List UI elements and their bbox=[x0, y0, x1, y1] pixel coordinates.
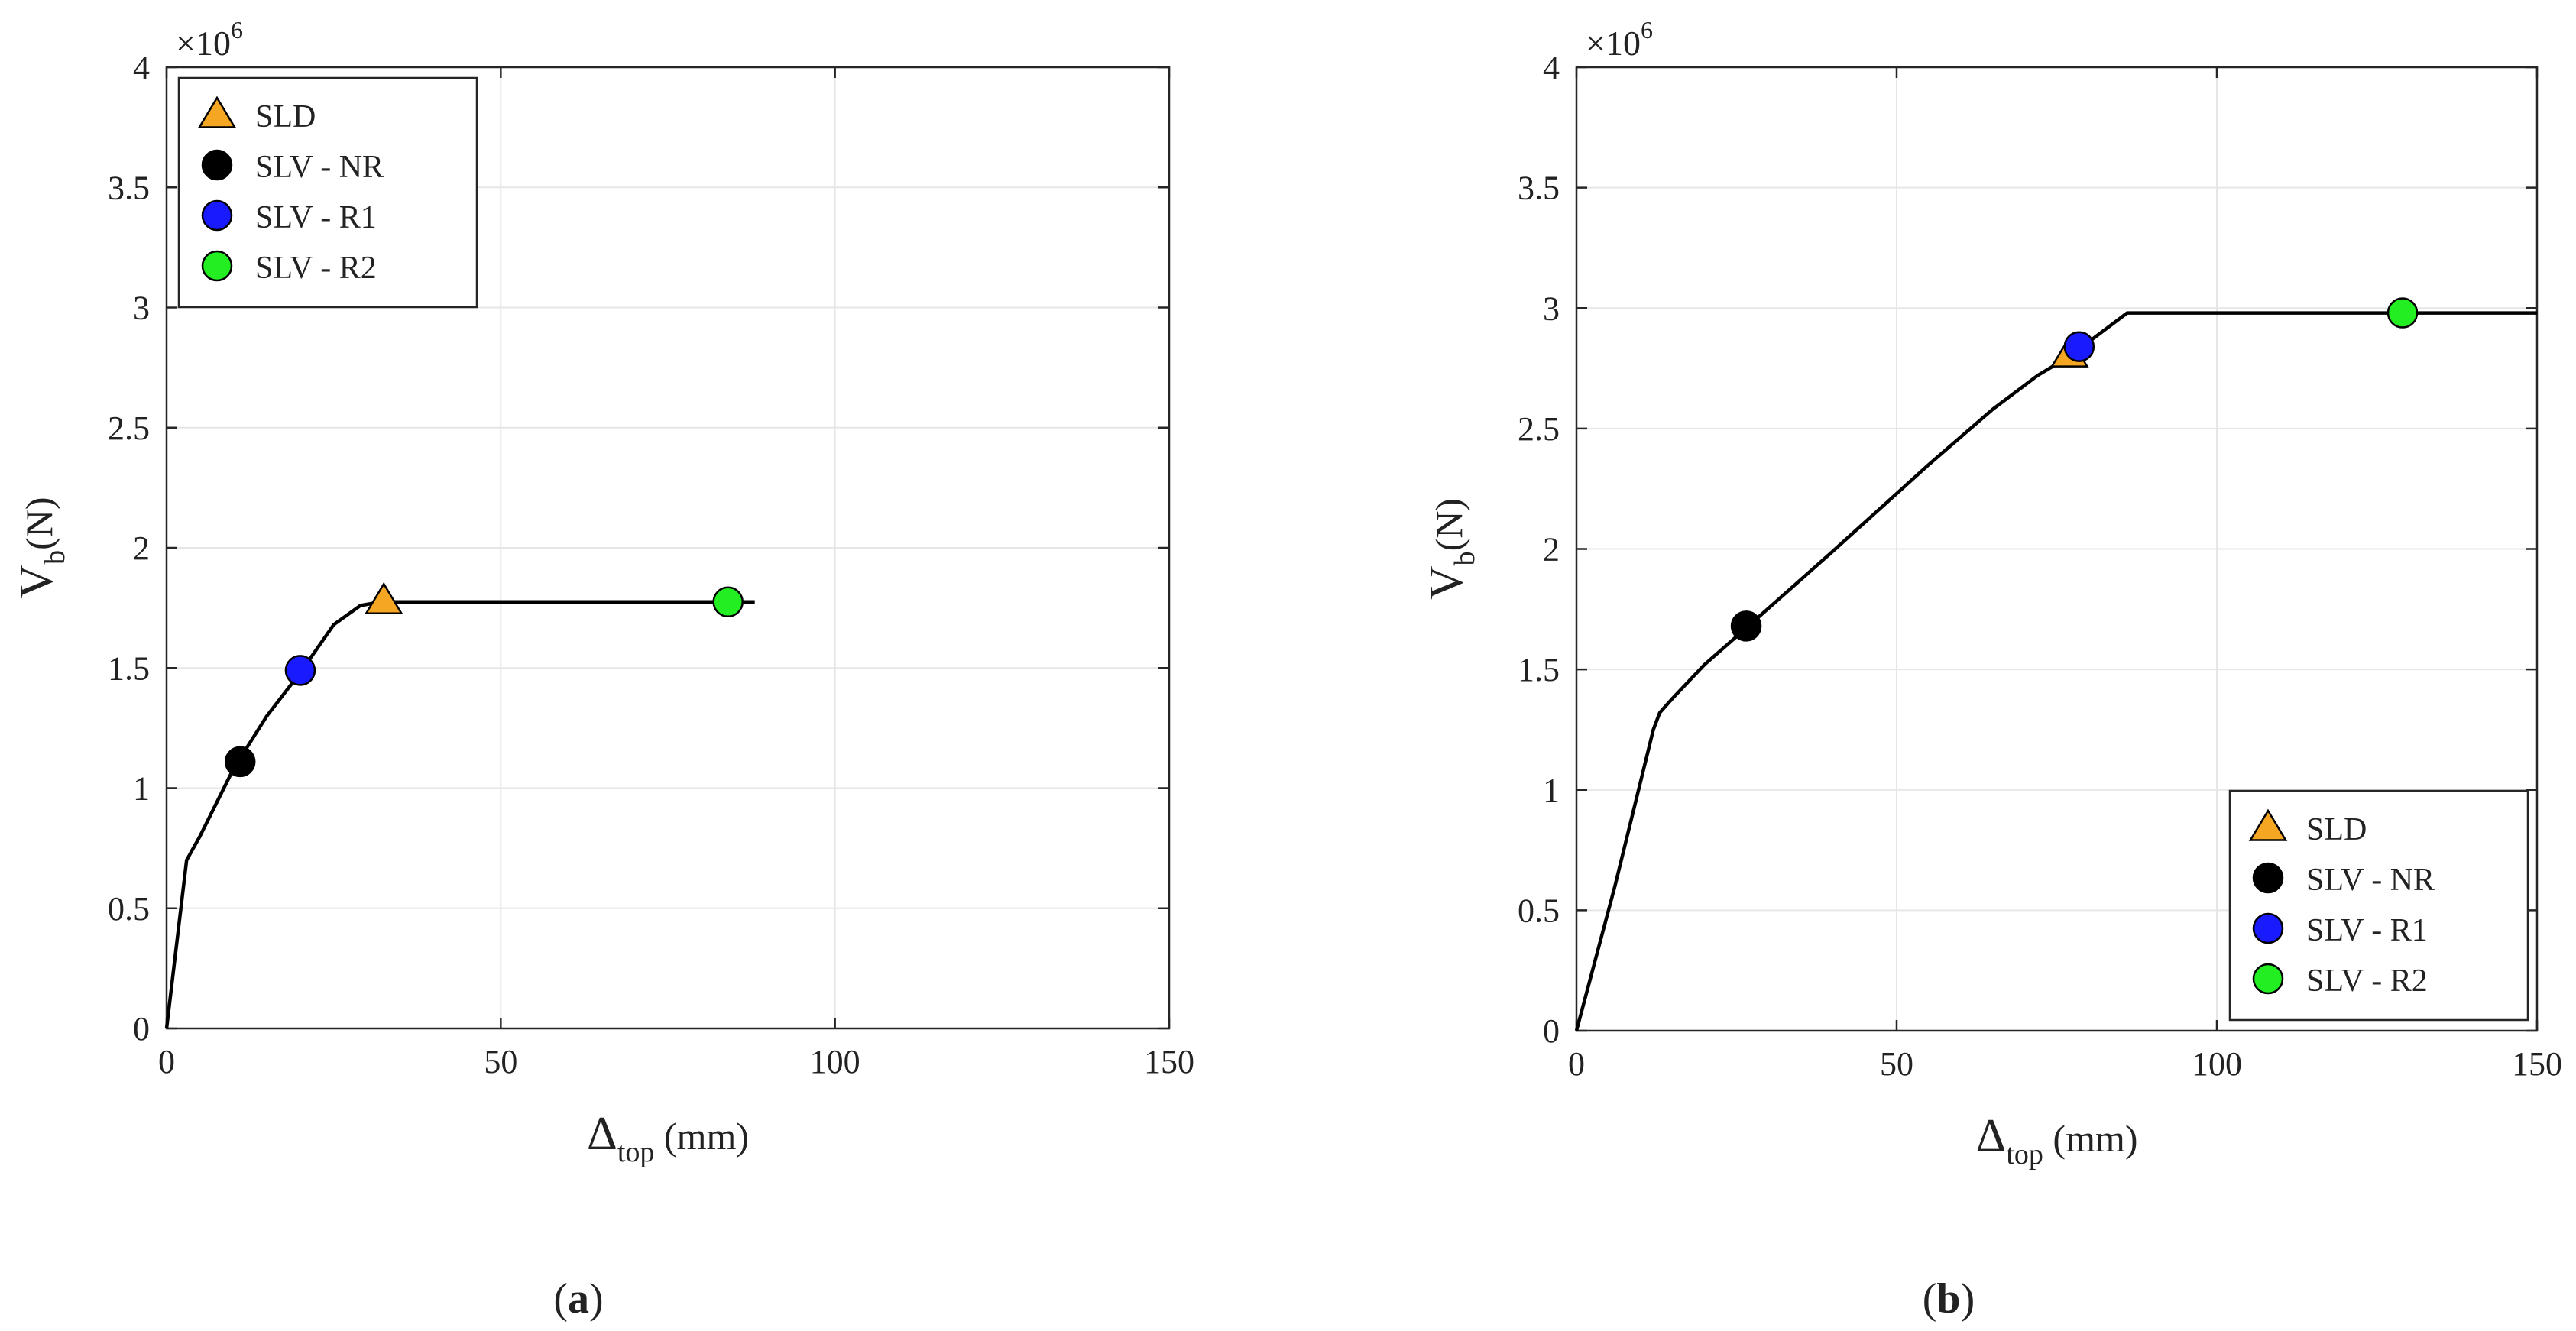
chart-panel-b: 0 50 100 150 0 0.5 1 1.5 2 2.5 3 3.5 4 ×106 Δtop (mm) V… bbox=[1421, 16, 2562, 1171]
legend-marker-slv-nr bbox=[201, 149, 233, 181]
chart-panel-a: 0 50 100 150 0 0.5 1 1.5 2 2.5 3 3.5 4 ×106 Δtop (mm) V… bbox=[11, 16, 1194, 1168]
x-tick-label: 50 bbox=[484, 1043, 517, 1080]
y-axis-unit: (N) bbox=[1427, 498, 1470, 551]
legend-marker-sld bbox=[2248, 808, 2288, 841]
y-tick-label: 2.5 bbox=[1518, 410, 1560, 448]
point-slv-nr bbox=[1730, 610, 1762, 642]
y-axis-symbol: V bbox=[11, 565, 63, 599]
legend-marker-slv-nr bbox=[2252, 862, 2284, 894]
legend-marker-slv-r1 bbox=[201, 199, 233, 232]
y-axis-label: Vb(N) bbox=[11, 497, 71, 598]
y-tick-label: 0 bbox=[1543, 1012, 1560, 1050]
y-axis-label: Vb(N) bbox=[1421, 498, 1481, 600]
legend-marker-sld bbox=[197, 96, 237, 128]
point-slv-r2 bbox=[712, 586, 744, 618]
legend: SLD SLV - NR SLV - R1 SLV - R2 bbox=[177, 76, 478, 309]
point-slv-r1 bbox=[2063, 331, 2095, 362]
y-axis-unit: (N) bbox=[18, 497, 60, 549]
y-axis-subscript: b bbox=[1449, 551, 1481, 565]
x-tick-label: 150 bbox=[2512, 1045, 2562, 1083]
point-slv-r2 bbox=[2386, 297, 2419, 329]
legend-marker-slv-r2 bbox=[201, 250, 233, 282]
y-tick-label: 3 bbox=[133, 290, 150, 327]
legend-label: SLV - NR bbox=[255, 150, 384, 185]
y-tick-label: 1 bbox=[133, 770, 150, 808]
x-axis-unit: (mm) bbox=[2043, 1117, 2138, 1160]
y-tick-label: 4 bbox=[1543, 49, 1560, 86]
y-tick-label: 3.5 bbox=[108, 169, 150, 206]
y-tick-label: 0 bbox=[133, 1010, 150, 1048]
legend-label: SLV - R1 bbox=[255, 200, 377, 235]
y-tick-label: 1.5 bbox=[108, 649, 150, 687]
y-multiplier: ×106 bbox=[1586, 16, 1653, 63]
x-tick-label: 50 bbox=[1880, 1045, 1913, 1083]
y-tick-label: 3 bbox=[1543, 290, 1560, 327]
legend-label: SLV - R2 bbox=[255, 251, 377, 286]
y-tick-label: 2.5 bbox=[108, 410, 150, 447]
x-axis-label: Δtop (mm) bbox=[1975, 1110, 2137, 1171]
y-tick-label: 0.5 bbox=[1518, 892, 1560, 929]
y-multiplier: ×106 bbox=[176, 16, 243, 63]
panel-label-b: (b) bbox=[1923, 1275, 1975, 1323]
x-tick-label: 0 bbox=[158, 1043, 175, 1080]
point-sld bbox=[364, 581, 403, 614]
y-tick-label: 1 bbox=[1543, 772, 1560, 809]
y-tick-label: 1.5 bbox=[1518, 651, 1560, 688]
x-axis-symbol: Δ bbox=[1975, 1110, 2006, 1162]
panel-label-a: (a) bbox=[553, 1275, 603, 1323]
legend-marker-slv-r1 bbox=[2252, 912, 2284, 944]
legend-label: SLV - R1 bbox=[2306, 913, 2428, 948]
x-axis-label: Δtop (mm) bbox=[587, 1108, 749, 1168]
legend-marker-slv-r2 bbox=[2252, 963, 2284, 995]
y-tick-label: 2 bbox=[1543, 531, 1560, 568]
legend: SLD SLV - NR SLV - R1 SLV - R2 bbox=[2228, 789, 2529, 1022]
x-tick-label: 0 bbox=[1568, 1045, 1585, 1083]
y-multiplier-base: ×10 bbox=[1586, 24, 1641, 63]
y-axis-subscript: b bbox=[39, 550, 71, 565]
legend-label: SLV - NR bbox=[2306, 863, 2435, 898]
y-tick-label: 3.5 bbox=[1518, 170, 1560, 207]
legend-label: SLD bbox=[255, 99, 316, 134]
y-tick-label: 2 bbox=[133, 529, 150, 567]
y-multiplier-exp: 6 bbox=[231, 16, 243, 44]
y-multiplier-exp: 6 bbox=[1641, 16, 1653, 44]
point-slv-r1 bbox=[284, 655, 316, 686]
y-axis-symbol: V bbox=[1421, 565, 1473, 600]
legend-label: SLV - R2 bbox=[2306, 963, 2428, 999]
x-tick-label: 100 bbox=[810, 1043, 860, 1080]
x-axis-subscript: top bbox=[2006, 1138, 2043, 1171]
y-tick-label: 0.5 bbox=[108, 890, 150, 928]
y-tick-label: 4 bbox=[133, 49, 150, 86]
legend-label: SLD bbox=[2306, 812, 2367, 847]
y-multiplier-base: ×10 bbox=[176, 24, 231, 63]
x-tick-label: 100 bbox=[2192, 1045, 2242, 1083]
point-slv-nr bbox=[224, 746, 256, 778]
x-tick-label: 150 bbox=[1144, 1043, 1194, 1080]
x-axis-subscript: top bbox=[617, 1136, 655, 1168]
pushover-curve bbox=[1574, 311, 2537, 1031]
x-axis-unit: (mm) bbox=[654, 1115, 749, 1158]
pushover-curve bbox=[164, 600, 755, 1029]
x-axis-symbol: Δ bbox=[587, 1108, 617, 1160]
